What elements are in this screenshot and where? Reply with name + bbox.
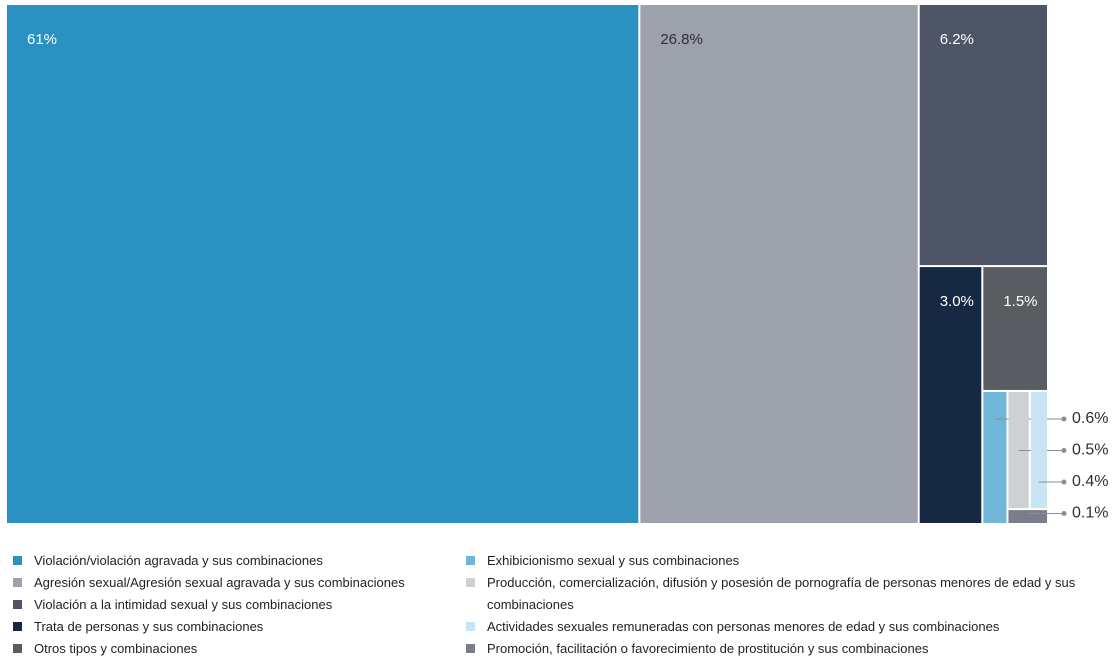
- legend-label: Violación a la intimidad sexual y sus co…: [34, 597, 333, 612]
- value-label: 6.2%: [940, 31, 974, 48]
- legend-swatch: [13, 556, 22, 565]
- legend-item: Violación/violación agravada y sus combi…: [10, 550, 450, 572]
- legend-item: Producción, comercialización, difusión y…: [463, 572, 1078, 616]
- legend-label: Violación/violación agravada y sus combi…: [34, 553, 323, 568]
- value-label: 1.5%: [1003, 293, 1037, 310]
- treemap: 61% 26.8% 6.2% 3.0% 1.5% 0.6% 0.5% 0.4% 0.1%: [7, 5, 1108, 523]
- treemap-cell: [983, 267, 1047, 390]
- legend-item: Otros tipos y combinaciones: [10, 638, 450, 660]
- legend-item: Promoción, facilitación o favorecimiento…: [463, 638, 1078, 660]
- legend-column: Violación/violación agravada y sus combi…: [10, 550, 450, 660]
- legend-swatch: [466, 556, 475, 565]
- treemap-cell: [1008, 391, 1029, 509]
- legend-label: Trata de personas y sus combinaciones: [34, 619, 264, 634]
- value-label: 61%: [27, 31, 57, 48]
- legend-item: Trata de personas y sus combinaciones: [10, 616, 450, 638]
- legend-swatch: [13, 622, 22, 631]
- legend-column: Exhibicionismo sexual y sus combinacione…: [463, 550, 1078, 660]
- treemap-cell: [7, 5, 639, 523]
- legend-item: Actividades sexuales remuneradas con per…: [463, 616, 1078, 638]
- legend-swatch: [13, 578, 22, 587]
- legend-item: Exhibicionismo sexual y sus combinacione…: [463, 550, 1078, 572]
- legend-label: Exhibicionismo sexual y sus combinacione…: [487, 553, 740, 568]
- legend-label: Producción, comercialización, difusión y…: [487, 575, 1076, 612]
- treemap-cell: [1008, 510, 1047, 523]
- value-label: 26.8%: [660, 31, 703, 48]
- leader-dot: [1061, 416, 1067, 422]
- value-label: 0.1%: [1072, 505, 1108, 522]
- leader-dot: [1061, 448, 1067, 453]
- legend-label: Promoción, facilitación o favorecimiento…: [487, 641, 929, 656]
- legend-swatch: [466, 644, 475, 653]
- legend-label: Actividades sexuales remuneradas con per…: [487, 619, 1000, 634]
- legend-swatch: [466, 622, 475, 631]
- treemap-cell: [1030, 391, 1047, 509]
- value-label: 0.5%: [1072, 442, 1108, 459]
- legend-swatch: [13, 600, 22, 609]
- value-label: 0.4%: [1072, 473, 1108, 490]
- treemap-cell: [919, 267, 982, 523]
- legend-item: Violación a la intimidad sexual y sus co…: [10, 594, 450, 616]
- legend-swatch: [13, 644, 22, 653]
- legend-item: Agresión sexual/Agresión sexual agravada…: [10, 572, 450, 594]
- treemap-cell: [983, 391, 1007, 523]
- treemap-cell: [919, 5, 1047, 266]
- value-label: 3.0%: [940, 293, 974, 310]
- leader-dot: [1061, 479, 1067, 485]
- value-label: 0.6%: [1072, 410, 1108, 427]
- legend-swatch: [466, 578, 475, 587]
- legend-label: Otros tipos y combinaciones: [34, 641, 198, 656]
- legend-label: Agresión sexual/Agresión sexual agravada…: [34, 575, 405, 590]
- leader-dot: [1061, 511, 1067, 516]
- treemap-cell: [640, 5, 918, 523]
